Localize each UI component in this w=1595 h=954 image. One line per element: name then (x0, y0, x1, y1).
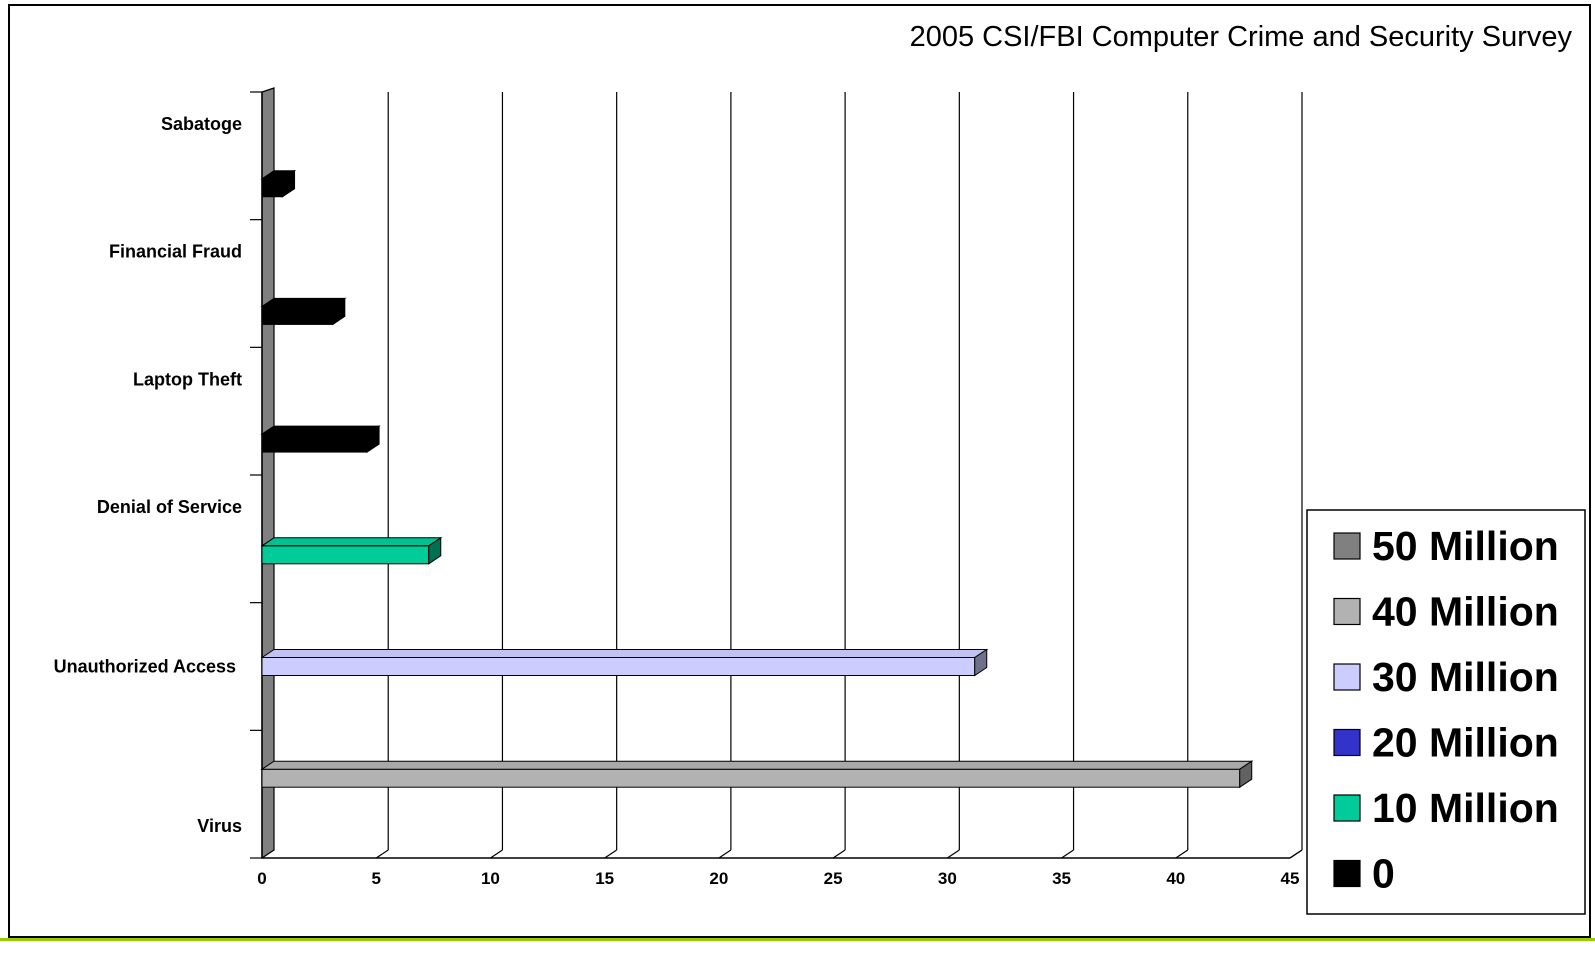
x-tick-label: 0 (257, 869, 266, 888)
category-label: Financial Fraud (109, 242, 242, 262)
x-axis-end (1289, 849, 1303, 859)
bar-top (260, 649, 989, 658)
legend-swatch (1333, 859, 1361, 888)
x-tick-label: 40 (1166, 869, 1185, 888)
x-tick-label: 45 (1281, 869, 1300, 888)
bar-top (260, 537, 443, 547)
x-tick-label: 5 (371, 869, 380, 888)
gridline-floor (375, 849, 389, 859)
gridline-floor (718, 849, 732, 859)
bar-side (1239, 760, 1253, 789)
bar-top (260, 425, 381, 435)
legend-swatch (1333, 532, 1361, 560)
gridline-floor (604, 849, 617, 859)
bar (261, 657, 976, 676)
bar (261, 305, 334, 325)
legend-label: 30 Million (1372, 654, 1559, 700)
category-label: Virus (197, 816, 242, 836)
x-tick-label: 20 (709, 869, 728, 888)
bar-side (974, 648, 988, 677)
legend-swatch (1333, 597, 1361, 626)
legend-swatch (1333, 728, 1361, 757)
bottom-accent-line (0, 938, 1595, 941)
chart-title: 2005 CSI/FBI Computer Crime and Security… (910, 21, 1573, 53)
category-label: Sabatoge (161, 114, 242, 134)
bar (261, 768, 1241, 788)
legend-label: 40 Million (1372, 589, 1559, 635)
bar-top (260, 760, 1254, 770)
bar-top (260, 297, 347, 307)
legend-label: 50 Million (1372, 523, 1559, 569)
legend-box (1306, 509, 1586, 915)
bar-side (332, 297, 346, 326)
category-label: Laptop Theft (133, 369, 242, 389)
bar (261, 178, 284, 198)
legend-label: 10 Million (1372, 785, 1559, 831)
x-tick-label: 35 (1052, 869, 1071, 888)
plot-area: 0 5 10 15 20 25 30 35 40 45 Sabatoge Financial Frau… (54, 87, 1303, 888)
bar (261, 433, 368, 453)
gridline-floor (1061, 849, 1074, 859)
legend-swatch (1333, 794, 1361, 822)
bar-side (428, 536, 442, 565)
x-tick-label: 30 (938, 869, 957, 888)
left-wall (261, 87, 275, 860)
legend-swatch (1333, 663, 1361, 691)
bar-side (282, 169, 296, 198)
gridline-floor (832, 849, 846, 859)
bar-side (366, 425, 380, 454)
gridline-floor (1175, 849, 1189, 859)
legend-label: 20 Million (1372, 720, 1559, 766)
x-tick-label: 25 (824, 869, 843, 888)
x-tick-label: 10 (481, 869, 500, 888)
gridline-floor (947, 849, 960, 859)
legend: 50 Million 40 Million 30 Million 20 Million… (1306, 509, 1586, 915)
legend-label: 0 (1372, 851, 1395, 897)
bar (261, 545, 430, 565)
x-tick-label: 15 (595, 869, 614, 888)
category-label: Unauthorized Access (54, 657, 236, 677)
category-label: Denial of Service (97, 497, 242, 517)
gridline-floor (490, 849, 503, 859)
